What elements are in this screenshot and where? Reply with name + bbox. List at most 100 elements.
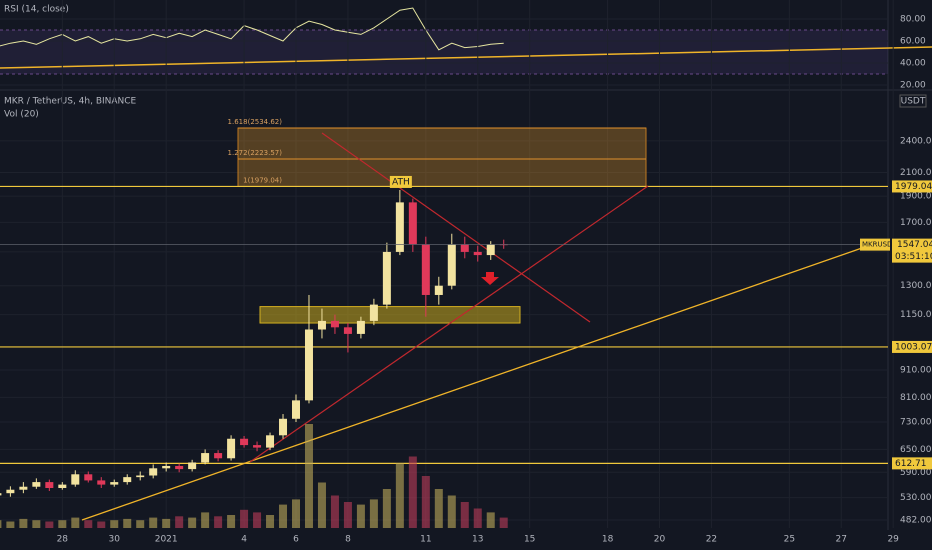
volume-bar xyxy=(97,521,106,528)
volume-bar xyxy=(292,499,300,528)
fib-label: 1(1979.04) xyxy=(243,176,282,184)
volume-bar xyxy=(395,463,404,528)
volume-bar xyxy=(279,504,288,528)
candle-body xyxy=(266,435,275,448)
fib-label: 1.272(2223.57) xyxy=(228,149,283,157)
candle-body xyxy=(136,475,145,478)
y-tick-label: 40.00 xyxy=(900,59,926,69)
volume-bar xyxy=(473,508,482,528)
currency: USDT xyxy=(901,97,926,107)
volume-bar xyxy=(0,520,2,528)
volume-title: Vol (20) xyxy=(4,110,39,120)
candle-body xyxy=(356,320,365,334)
x-tick-label: 6 xyxy=(293,535,299,545)
ath-box xyxy=(389,175,412,188)
rsi-title: RSI (14, close) xyxy=(4,5,69,15)
volume-bar xyxy=(175,516,184,528)
x-tick-label: 15 xyxy=(524,535,535,545)
support-zone xyxy=(259,306,521,324)
volume-bar xyxy=(421,476,430,528)
level-box xyxy=(892,180,932,193)
volume-bar xyxy=(123,518,132,528)
volume-bar xyxy=(58,520,67,528)
volume-bar xyxy=(253,512,262,528)
volume-bar xyxy=(149,517,158,528)
volume-bar xyxy=(343,502,352,528)
level-box xyxy=(892,340,932,353)
y-tick-label: 810.00 xyxy=(900,393,932,403)
volume-bar xyxy=(369,499,378,528)
symbol-box xyxy=(860,238,890,251)
trendline xyxy=(81,247,863,521)
candle-body xyxy=(0,493,2,496)
candle-body xyxy=(214,453,223,459)
y-tick-label: 910.00 xyxy=(900,365,932,375)
x-tick-label: 27 xyxy=(836,535,847,545)
y-tick-label: 530.00 xyxy=(900,493,932,503)
trendline xyxy=(249,185,649,463)
candle-body xyxy=(58,484,67,489)
candle-body xyxy=(486,244,495,256)
x-tick-label: 29 xyxy=(887,535,899,545)
candle-body xyxy=(434,285,443,295)
volume-bar xyxy=(162,518,171,528)
volume-bar xyxy=(84,520,93,528)
x-tick-label: 20 xyxy=(654,535,666,545)
candle-body xyxy=(240,438,249,446)
y-tick-label: 2100.00 xyxy=(900,168,932,178)
volume-bar xyxy=(447,495,456,528)
level-label: 1003.07 xyxy=(895,342,932,352)
volume-bar xyxy=(32,520,41,528)
candle-body xyxy=(473,251,482,256)
volume-bar xyxy=(330,495,339,528)
x-tick-label: 8 xyxy=(345,535,351,545)
candle-body xyxy=(71,474,80,485)
volume-bar xyxy=(317,482,326,528)
rsi-band xyxy=(0,30,888,75)
volume-bar xyxy=(45,521,54,528)
rsi-line xyxy=(0,7,504,51)
y-tick-label: 80.00 xyxy=(900,15,926,25)
candle-body xyxy=(304,329,313,401)
volume-bar xyxy=(71,517,80,528)
level-label: 612.71 xyxy=(895,459,927,469)
x-tick-label: 4 xyxy=(241,535,247,545)
volume-bar xyxy=(136,520,145,528)
candle-body xyxy=(343,327,352,334)
candle-body xyxy=(19,486,28,490)
y-tick-label: 1700.00 xyxy=(900,218,932,228)
volume-bar xyxy=(486,512,495,528)
candle-body xyxy=(6,489,15,494)
candle-body xyxy=(123,477,132,483)
candle-body xyxy=(162,465,171,469)
fib-label: 1.618(2534.62) xyxy=(228,118,283,126)
price-box xyxy=(892,238,932,263)
candle-body xyxy=(149,468,158,476)
candle-body xyxy=(97,480,106,485)
x-tick-label: 28 xyxy=(57,535,69,545)
candle-body xyxy=(279,418,288,436)
currency-box xyxy=(899,94,927,108)
arrow-icon xyxy=(481,272,499,285)
candle-body xyxy=(421,244,430,295)
volume-bar xyxy=(6,521,15,528)
volume-bar xyxy=(227,515,236,528)
symbol-title: MKR / TetherUS, 4h, BINANCE xyxy=(4,97,137,107)
volume-bar xyxy=(214,516,223,528)
candle-body xyxy=(84,474,93,481)
y-tick-label: 2400.00 xyxy=(900,136,932,146)
candle-body xyxy=(32,482,41,487)
volume-bar xyxy=(240,509,249,528)
level-label: 1979.04 xyxy=(895,182,932,192)
volume-bar xyxy=(499,517,508,528)
volume-bar xyxy=(408,456,417,528)
candle-body xyxy=(460,244,469,252)
y-tick-label: 482.00 xyxy=(900,516,932,526)
y-tick-label: 650.00 xyxy=(900,445,932,455)
candle-body xyxy=(253,445,262,448)
y-tick-label: 590.00 xyxy=(900,468,932,478)
y-tick-label: 730.00 xyxy=(900,417,932,427)
volume-bar xyxy=(201,512,210,528)
